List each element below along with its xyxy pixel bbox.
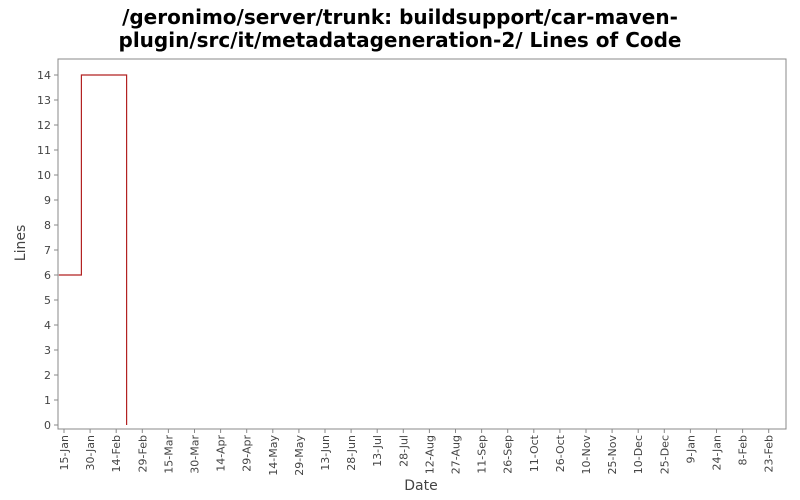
y-tick-label: 11 <box>37 144 51 157</box>
x-tick-label: 25-Dec <box>658 435 671 474</box>
x-tick-label: 12-Aug <box>423 435 436 474</box>
x-tick-label: 10-Dec <box>632 435 645 474</box>
x-tick-label: 11-Oct <box>528 434 541 472</box>
x-tick-label: 14-Apr <box>215 435 228 472</box>
x-tick-label: 29-May <box>293 435 306 476</box>
x-tick-label: 14-May <box>267 435 280 476</box>
y-tick-label: 12 <box>37 119 51 132</box>
y-tick-label: 9 <box>44 194 51 207</box>
plot-area <box>57 58 787 430</box>
x-tick-label: 30-Jan <box>84 435 97 471</box>
y-tick-label: 3 <box>44 344 51 357</box>
x-tick-label: 15-Mar <box>162 435 175 474</box>
y-tick-label: 14 <box>37 69 51 82</box>
x-tick-label: 24-Jan <box>711 435 724 471</box>
y-tick-label: 13 <box>37 94 51 107</box>
y-tick-label: 0 <box>44 419 51 432</box>
y-tick-label: 1 <box>44 394 51 407</box>
y-tick-label: 10 <box>37 169 51 182</box>
y-tick-label: 8 <box>44 219 51 232</box>
y-axis-label: Lines <box>13 225 29 261</box>
x-tick-label: 25-Nov <box>606 435 619 475</box>
x-axis-label: Date <box>404 478 437 494</box>
x-tick-label: 11-Sep <box>476 435 489 474</box>
x-tick-label: 27-Aug <box>450 435 463 474</box>
x-tick-label: 15-Jan <box>58 435 71 471</box>
x-tick-label: 23-Feb <box>763 435 776 472</box>
x-tick-label: 8-Feb <box>737 435 750 465</box>
x-tick-label: 30-Mar <box>189 435 202 474</box>
x-tick-label: 28-Jun <box>345 435 358 471</box>
x-tick-label: 10-Nov <box>580 435 593 475</box>
x-tick-label: 26-Oct <box>554 434 567 472</box>
y-tick-label: 7 <box>44 244 51 257</box>
x-tick-label: 13-Jul <box>371 435 384 467</box>
chart-title-line-2: plugin/src/it/metadatageneration-2/ Line… <box>119 28 682 52</box>
x-tick-label: 9-Jan <box>684 435 697 464</box>
y-tick-label: 2 <box>44 369 51 382</box>
x-tick-label: 26-Sep <box>502 435 515 474</box>
x-tick-label: 13-Jun <box>319 435 332 471</box>
x-tick-label: 28-Jul <box>397 435 410 467</box>
y-tick-label: 5 <box>44 294 51 307</box>
x-tick-label: 14-Feb <box>110 435 123 472</box>
series-layer <box>58 74 128 426</box>
x-axis: 15-Jan 30-Jan 14-Feb 29-Feb 15-Mar 30-Mar 14-A… <box>58 429 776 476</box>
x-tick-label: 29-Feb <box>136 435 149 472</box>
y-tick-label: 4 <box>44 319 51 332</box>
y-tick-label: 6 <box>44 269 51 282</box>
chart-title-line-1: /geronimo/server/trunk: buildsupport/car… <box>122 5 678 29</box>
x-tick-label: 29-Apr <box>241 435 254 472</box>
